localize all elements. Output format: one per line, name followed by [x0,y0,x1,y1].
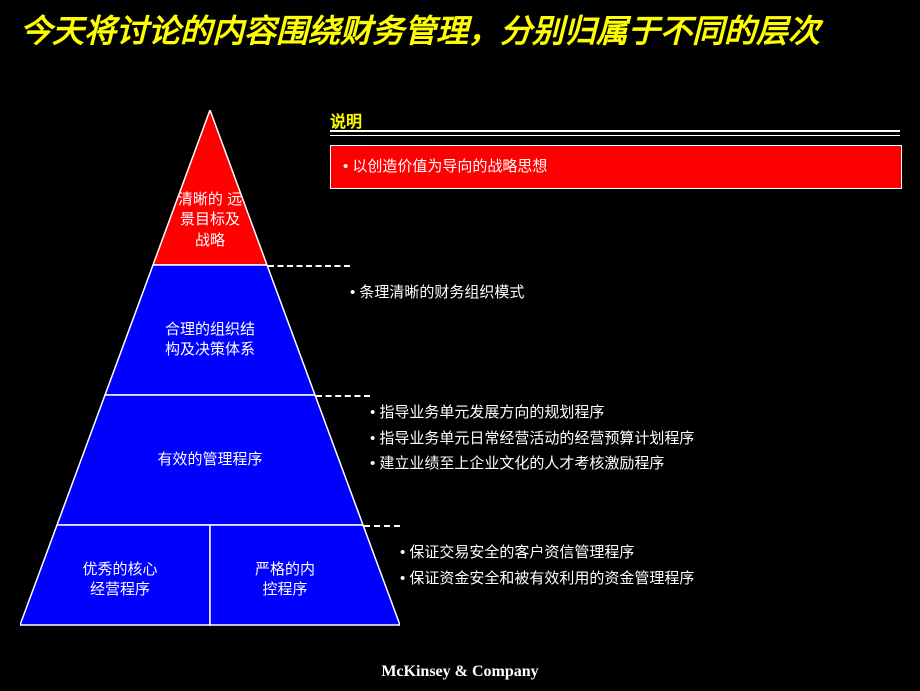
callout-2: 条理清晰的财务组织模式 [350,280,524,306]
pyramid-label-2: 合理的组织结 构及决策体系 [140,320,280,361]
dash-connector-2 [316,395,370,397]
pyramid-label-1-line-1: 清晰的 远 [178,191,242,208]
footer-brand: McKinsey & Company [0,663,920,681]
pyramid-label-2-line-2: 构及决策体系 [165,341,255,358]
explain-rule-2 [330,135,900,136]
pyramid-label-3-line-1: 有效的管理程序 [157,451,262,468]
pyramid-label-4r-line-2: 控程序 [262,581,307,598]
pyramid-label-4-right: 严格的内 控程序 [220,560,350,601]
slide-root: 今天将讨论的内容围绕财务管理，分别归属于不同的层次 说明 清晰的 远 景目标及 … [0,0,920,691]
pyramid-label-1-line-3: 战略 [195,232,225,249]
pyramid-label-4l-line-1: 优秀的核心 [82,561,157,578]
pyramid-label-4-left: 优秀的核心 经营程序 [55,560,185,601]
pyramid-label-2-line-1: 合理的组织结 [165,321,255,338]
callout-3-item-2: 指导业务单元日常经营活动的经营预算计划程序 [370,426,694,452]
callout-1: 以创造价值为导向的战略思想 [330,145,902,189]
callout-3-item-1: 指导业务单元发展方向的规划程序 [370,400,694,426]
pyramid-label-3: 有效的管理程序 [140,450,280,470]
pyramid-label-4l-line-2: 经营程序 [90,581,150,598]
pyramid-label-1-line-2: 景目标及 [180,211,240,228]
callout-4-item-1: 保证交易安全的客户资信管理程序 [400,540,694,566]
slide-title: 今天将讨论的内容围绕财务管理，分别归属于不同的层次 [20,10,900,53]
callout-2-item-1: 条理清晰的财务组织模式 [350,280,524,306]
pyramid-label-4r-line-1: 严格的内 [255,561,315,578]
callout-3: 指导业务单元发展方向的规划程序 指导业务单元日常经营活动的经营预算计划程序 建立… [370,400,694,477]
callout-1-item-1: 以创造价值为导向的战略思想 [343,154,889,180]
explain-rule-1 [330,130,900,132]
callout-4-item-2: 保证资金安全和被有效利用的资金管理程序 [400,566,694,592]
dash-connector-1 [268,265,350,267]
pyramid-label-1: 清晰的 远 景目标及 战略 [140,190,280,251]
callout-3-item-3: 建立业绩至上企业文化的人才考核激励程序 [370,451,694,477]
dash-connector-3 [364,525,400,527]
callout-4: 保证交易安全的客户资信管理程序 保证资金安全和被有效利用的资金管理程序 [400,540,694,591]
